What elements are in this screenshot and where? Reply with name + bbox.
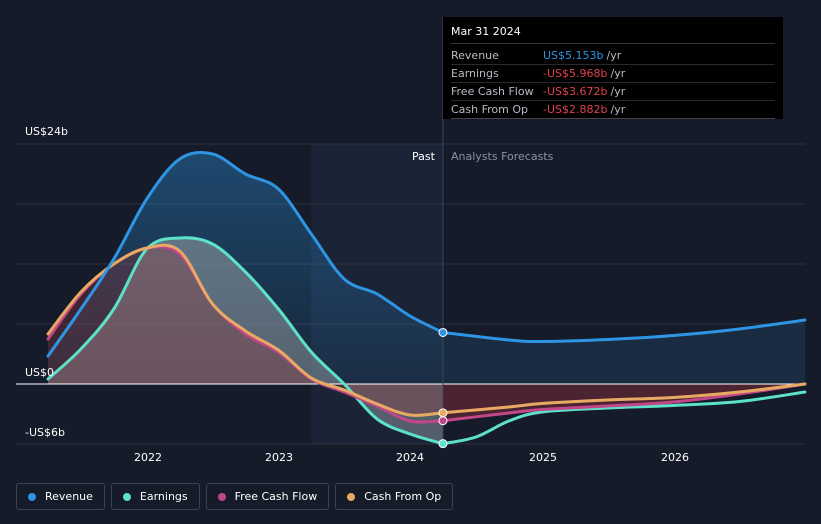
revenue-marker bbox=[438, 327, 448, 337]
earnings-area bbox=[48, 237, 443, 444]
legend-item-free-cash-flow[interactable]: Free Cash Flow bbox=[205, 483, 330, 510]
tooltip-row-label: Free Cash Flow bbox=[451, 85, 534, 98]
earnings-forecast-line bbox=[441, 390, 807, 446]
tooltip-row-value: US$5.153b bbox=[543, 49, 604, 62]
legend-label: Free Cash Flow bbox=[234, 490, 318, 503]
x-tick-label-2026: 2026 bbox=[661, 451, 689, 464]
forecast-label: Analysts Forecasts bbox=[451, 150, 554, 163]
legend-label: Revenue bbox=[45, 490, 93, 503]
legend-item-revenue[interactable]: Revenue bbox=[16, 483, 105, 510]
revenue-forecast-line bbox=[441, 318, 807, 344]
legend-dot-icon bbox=[122, 492, 131, 501]
y-tick-label-zero: US$0 bbox=[25, 366, 55, 379]
legend-item-earnings[interactable]: Earnings bbox=[110, 483, 200, 510]
tooltip-date: Mar 31 2024 bbox=[451, 25, 775, 44]
revenue-line bbox=[46, 151, 445, 358]
legend-dot-icon bbox=[28, 492, 36, 501]
tooltip-row-value: -US$3.672b bbox=[543, 85, 608, 98]
legend-label: Cash From Op bbox=[364, 490, 442, 503]
tooltip-row-earnings: Earnings -US$5.968b /yr bbox=[451, 65, 775, 83]
tooltip-row-revenue: Revenue US$5.153b /yr bbox=[451, 47, 775, 65]
tooltip-row-label: Cash From Op bbox=[451, 103, 529, 116]
x-tick-label-2023: 2023 bbox=[265, 451, 293, 464]
cash-from-op-line bbox=[46, 243, 445, 417]
free-cash-flow-marker bbox=[438, 416, 448, 426]
tooltip-row-label: Revenue bbox=[451, 49, 499, 62]
tooltip-row-fcf: Free Cash Flow -US$3.672b /yr bbox=[451, 83, 775, 101]
legend-label: Earnings bbox=[139, 490, 188, 503]
tooltip-row-unit: /yr bbox=[610, 67, 626, 80]
x-tick-label-2024: 2024 bbox=[396, 451, 424, 464]
earnings-line bbox=[46, 236, 445, 446]
legend-dot-icon bbox=[347, 492, 356, 501]
tooltip-row-value: -US$5.968b bbox=[543, 67, 608, 80]
tooltip-row-label: Earnings bbox=[451, 67, 499, 80]
y-tick-label-top: US$24b bbox=[25, 125, 69, 138]
y-tick-label-bottom: -US$6b bbox=[25, 426, 65, 439]
tooltip-row-unit: /yr bbox=[606, 49, 622, 62]
cash-from-op-area bbox=[48, 245, 443, 416]
tooltip-row-value: -US$2.882b bbox=[543, 103, 608, 116]
legend-dot-icon bbox=[217, 492, 226, 501]
cash-from-op-marker bbox=[438, 408, 448, 418]
cash-from-op-forecast-line bbox=[441, 382, 807, 415]
free-cash-flow-forecast-line bbox=[441, 382, 807, 423]
earnings-marker bbox=[438, 439, 448, 449]
tooltip: Mar 31 2024 Revenue US$5.153b /yr Earnin… bbox=[443, 17, 783, 119]
x-tick-label-2022: 2022 bbox=[134, 451, 162, 464]
tooltip-row-unit: /yr bbox=[610, 103, 626, 116]
tooltip-row-unit: /yr bbox=[610, 85, 626, 98]
x-tick-label-2025: 2025 bbox=[529, 451, 557, 464]
tooltip-row-cfo: Cash From Op -US$2.882b /yr bbox=[451, 101, 775, 119]
past-label: Past bbox=[412, 150, 435, 163]
legend-item-cash-from-op[interactable]: Cash From Op bbox=[335, 483, 454, 510]
legend: Revenue Earnings Free Cash Flow Cash Fro… bbox=[16, 483, 454, 510]
revenue-forecast-area bbox=[443, 320, 805, 384]
